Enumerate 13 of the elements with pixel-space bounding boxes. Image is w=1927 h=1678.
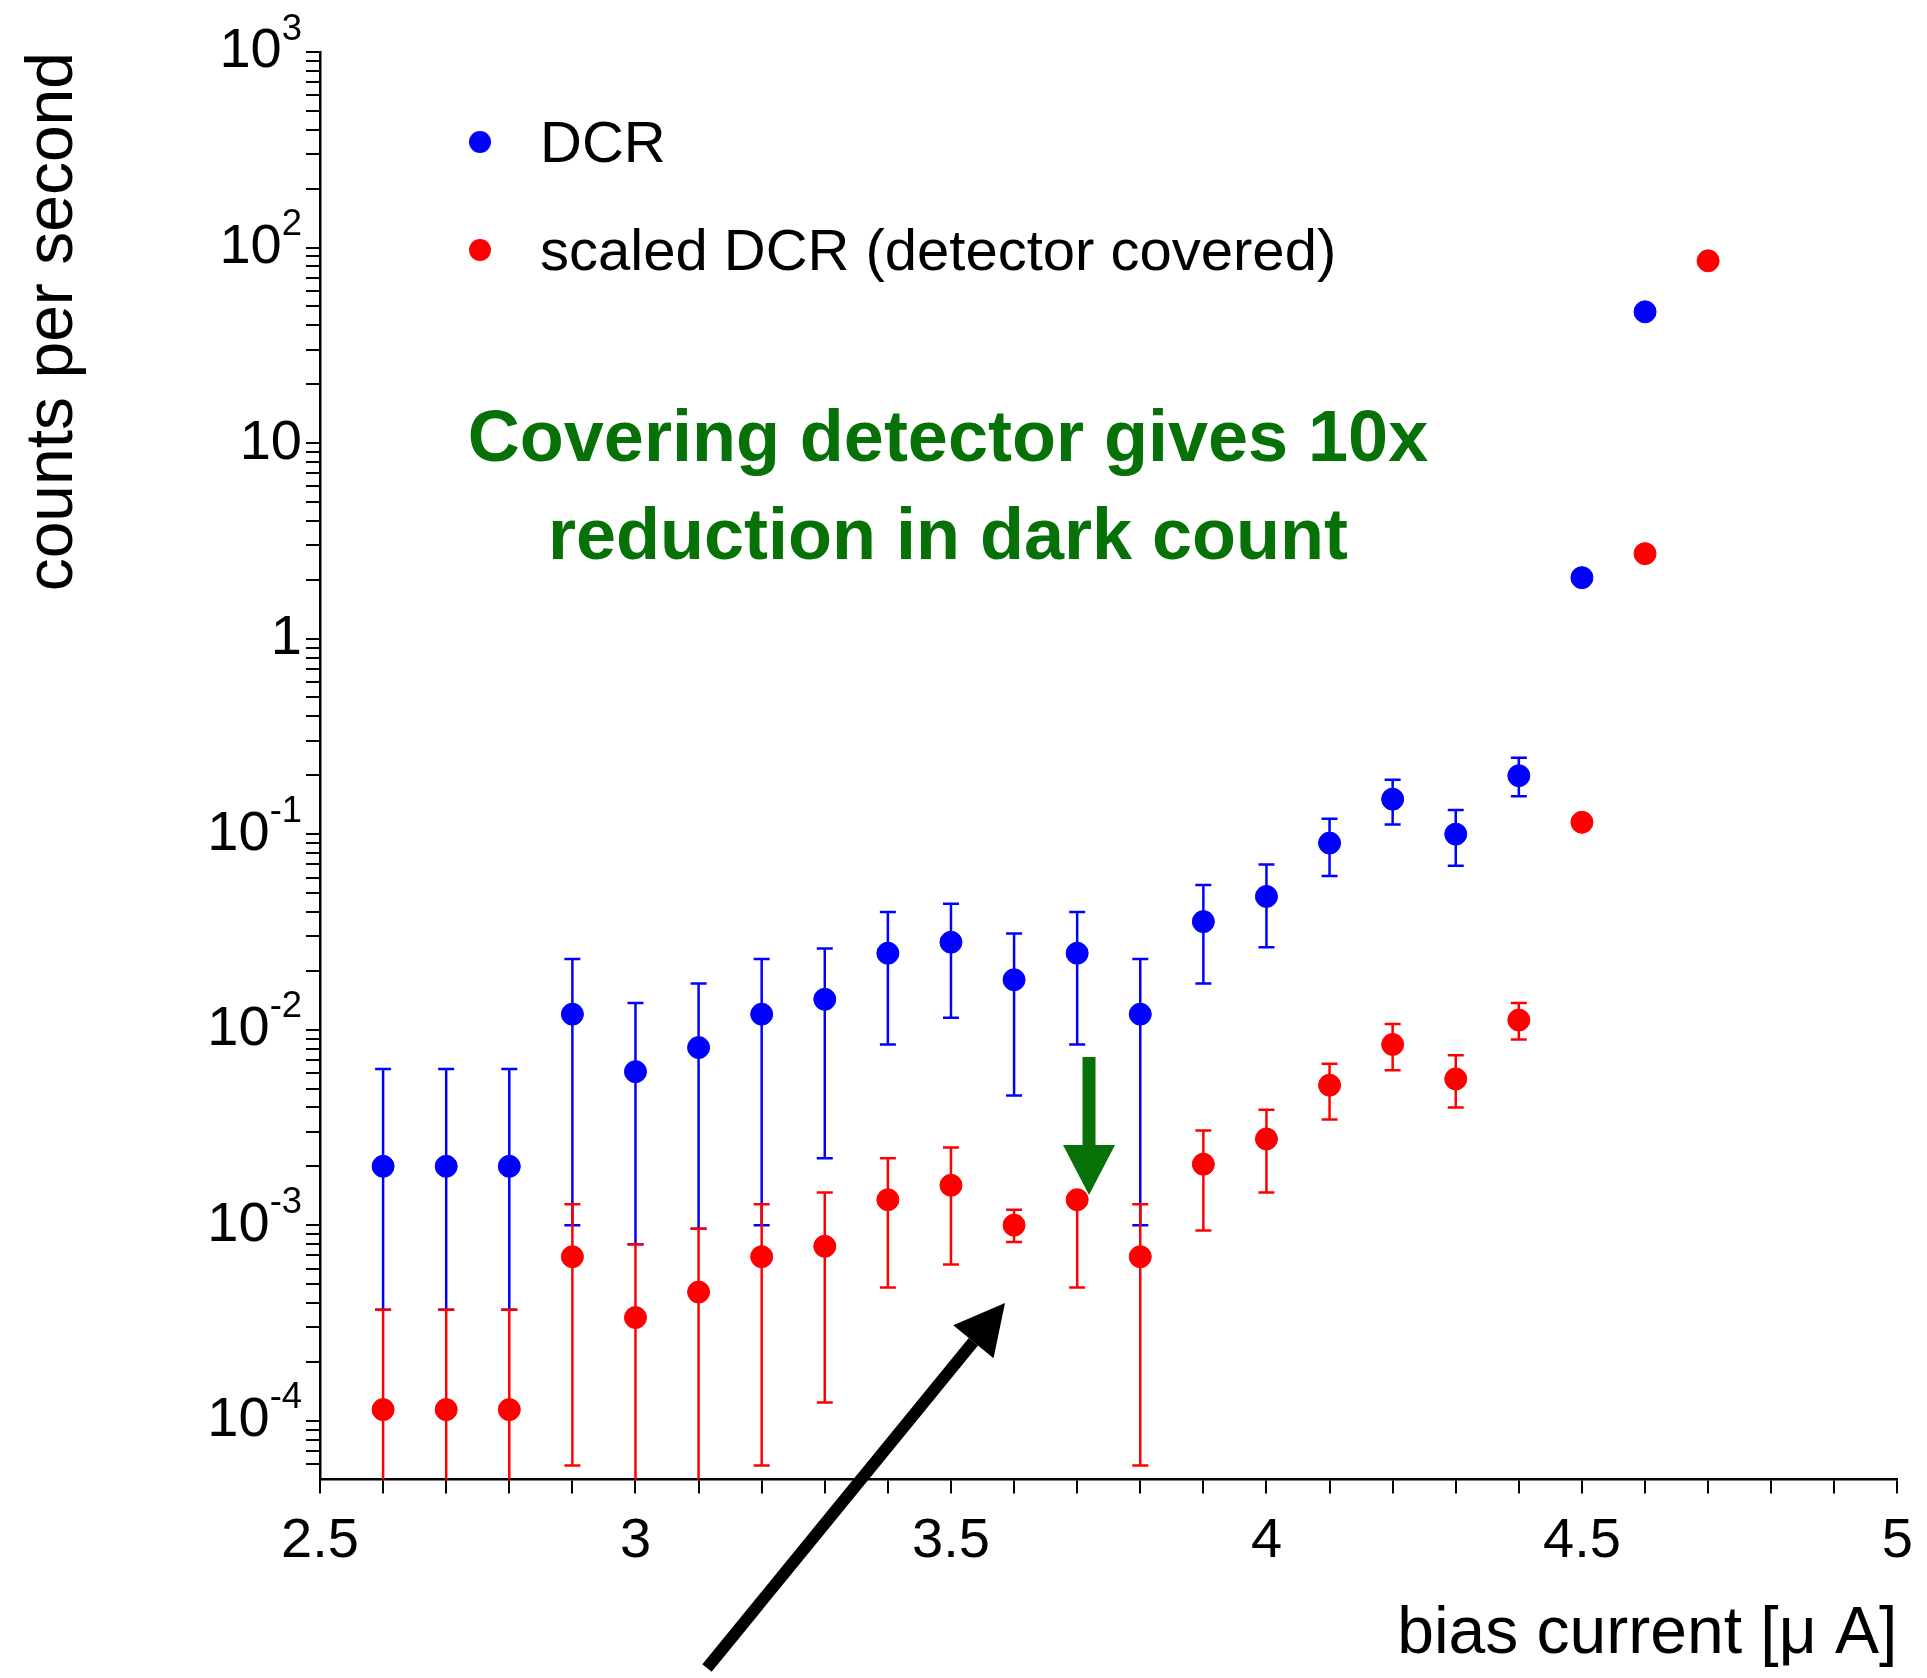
y-tick-label: 1 (270, 603, 303, 667)
x-tick-label: 2.5 (281, 1505, 359, 1569)
x-tick-label: 4 (1250, 1505, 1283, 1569)
x-tick-label: 5 (1881, 1505, 1914, 1569)
legend-label: DCR (540, 109, 666, 174)
y-tick-label: 10 (239, 407, 303, 471)
y-axis-title: counts per second (11, 52, 86, 592)
legend-label: scaled DCR (detector covered) (540, 217, 1337, 282)
annotation: Covering detector gives 10x reduction in dark count (467, 395, 1429, 574)
x-tick-label: 4.5 (1543, 1505, 1621, 1569)
x-tick-label: 3.5 (912, 1505, 990, 1569)
x-tick-label: 3 (619, 1505, 652, 1569)
x-axis-title: bias current [μ A] (1397, 1592, 1898, 1667)
